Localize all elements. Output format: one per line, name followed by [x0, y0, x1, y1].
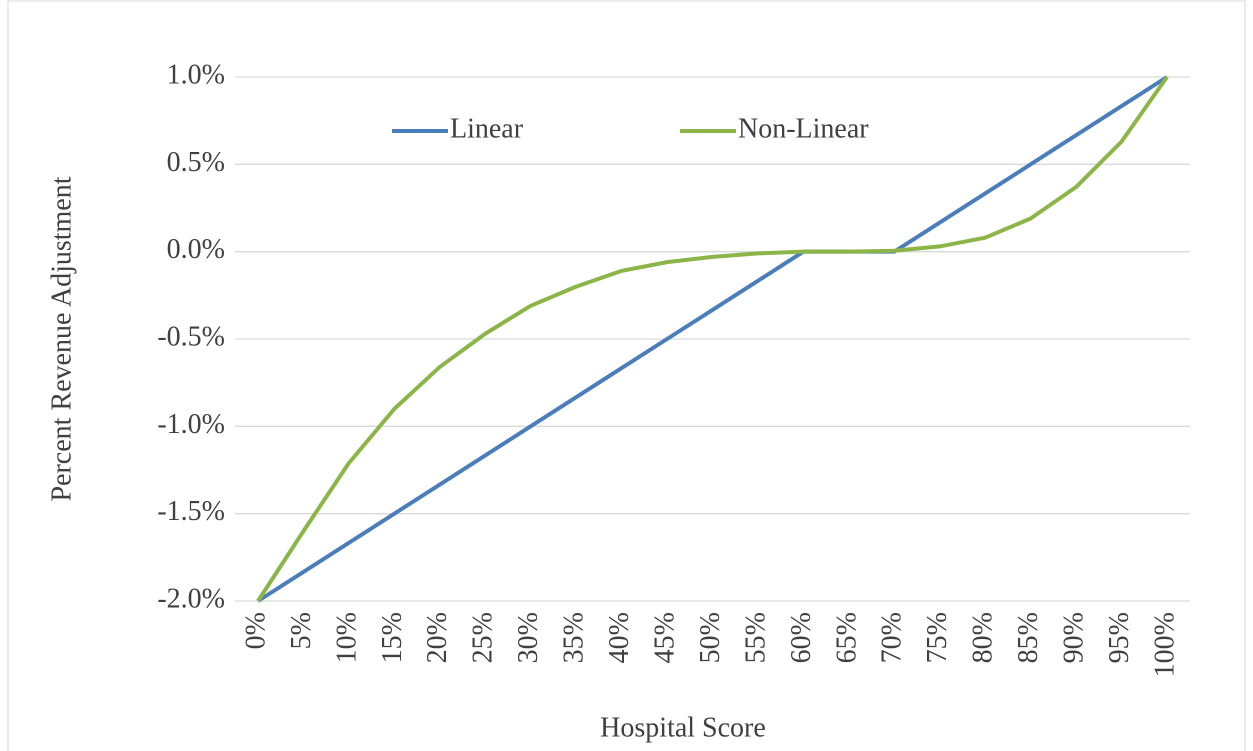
x-tick-label: 30%: [513, 612, 544, 663]
legend-label: Linear: [450, 113, 524, 144]
x-tick-label: 85%: [1013, 612, 1044, 663]
x-tick-label: 100%: [1149, 612, 1180, 677]
legend-label: Non-Linear: [738, 113, 869, 144]
x-tick-label: 55%: [740, 612, 771, 663]
y-tick-label: -0.5%: [157, 321, 225, 352]
y-axis-title: Percent Revenue Adjustment: [46, 176, 77, 501]
y-tick-label: -2.0%: [157, 583, 225, 614]
series-line: [256, 75, 1169, 603]
y-tick-label: -1.0%: [157, 409, 225, 440]
x-tick-label: 15%: [377, 612, 408, 663]
x-tick-label: 75%: [922, 612, 953, 663]
x-tick-label: 90%: [1059, 612, 1090, 663]
y-tick-label: 0.5%: [167, 147, 225, 178]
x-tick-label: 50%: [695, 612, 726, 663]
y-tick-label: -1.5%: [157, 496, 225, 527]
x-tick-label: 95%: [1104, 612, 1135, 663]
y-tick-label: 0.0%: [167, 234, 225, 265]
y-tick-label: 1.0%: [167, 59, 225, 90]
x-tick-label: 80%: [968, 612, 999, 663]
chart-border: [7, 0, 1246, 751]
x-tick-label: 10%: [331, 612, 362, 663]
x-tick-label: 70%: [877, 612, 908, 663]
x-tick-label: 25%: [468, 612, 499, 663]
x-tick-label: 60%: [786, 612, 817, 663]
x-tick-label: 5%: [286, 612, 317, 649]
x-tick-label: 0%: [240, 612, 271, 649]
x-tick-label: 40%: [604, 612, 635, 663]
series-line: [256, 75, 1169, 603]
x-tick-label: 35%: [559, 612, 590, 663]
x-tick-label: 20%: [422, 612, 453, 663]
x-tick-label: 45%: [649, 612, 680, 663]
x-tick-label: 65%: [831, 612, 862, 663]
x-axis-title: Hospital Score: [600, 712, 766, 743]
